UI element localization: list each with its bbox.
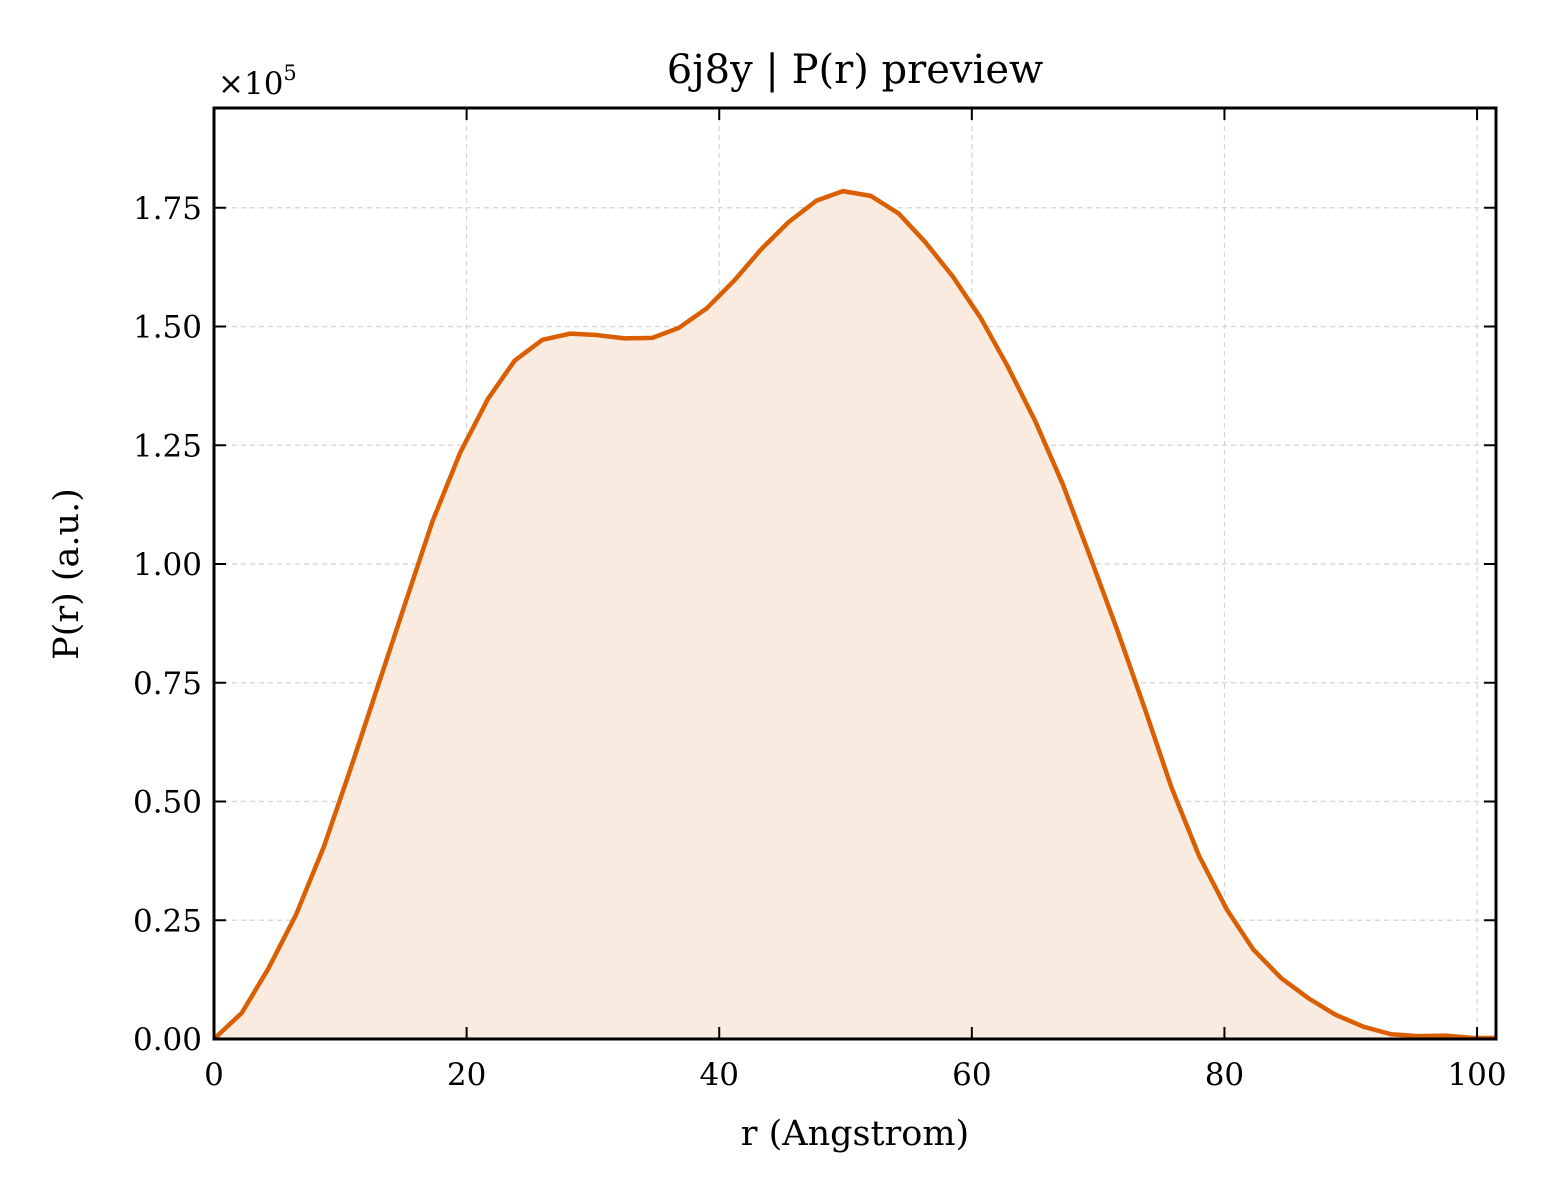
chart-title: 6j8y | P(r) preview xyxy=(667,47,1043,93)
y-tick-label: 0.00 xyxy=(133,1022,202,1058)
x-tick-label: 100 xyxy=(1447,1057,1506,1093)
x-axis-label: r (Angstrom) xyxy=(741,1114,969,1154)
x-tick-label: 80 xyxy=(1205,1057,1244,1093)
y-tick-label: 1.50 xyxy=(133,310,202,346)
y-tick-label: 1.25 xyxy=(133,428,202,464)
y-multiplier-exponent: 5 xyxy=(283,61,296,85)
x-tick-label: 20 xyxy=(447,1057,486,1093)
y-tick-label: 0.50 xyxy=(133,785,202,821)
y-multiplier-base: ×10 xyxy=(218,66,283,102)
y-axis-label: P(r) (a.u.) xyxy=(47,488,87,660)
y-multiplier: ×105 xyxy=(218,61,297,102)
y-tick-label: 1.75 xyxy=(133,191,202,227)
x-tick-label: 60 xyxy=(952,1057,991,1093)
x-tick-label: 40 xyxy=(699,1057,738,1093)
y-tick-label: 1.00 xyxy=(133,547,202,583)
series-line xyxy=(212,188,1496,1041)
area-fill xyxy=(214,191,1496,1039)
x-tick-label: 0 xyxy=(204,1057,224,1093)
y-tick-label: 0.25 xyxy=(133,903,202,939)
y-tick-label: 0.75 xyxy=(133,666,202,702)
axes-frame xyxy=(212,106,1498,1041)
